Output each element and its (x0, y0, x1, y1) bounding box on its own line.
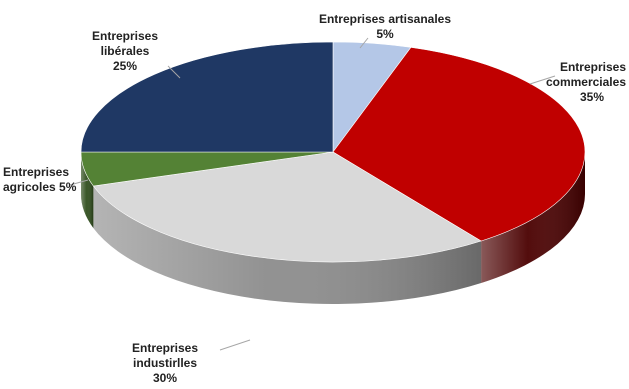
label-artisanales: Entreprises artisanales 5% (300, 12, 470, 42)
leader-line-liberales (167, 65, 181, 79)
label-commerciales-pct: 35% (579, 90, 604, 104)
label-liberales: Entreprises libérales 25% (75, 29, 175, 74)
label-artisanales-pct: 5% (376, 27, 394, 41)
pie-slice-commerciales (332, 47, 586, 242)
label-agricoles-line2: agricoles 5% (3, 180, 98, 195)
pie-side-commerciales-shade (481, 152, 585, 283)
label-commerciales: Entreprises commerciales 35% (520, 60, 626, 105)
label-industrielles-name1: Entreprises (131, 341, 199, 355)
pie-slice-liberales (80, 41, 334, 153)
label-industrielles-pct: 30% (152, 371, 178, 385)
pie-top-faces (80, 41, 586, 263)
label-commerciales-name1: Entreprises (559, 60, 626, 74)
label-agricoles-pct: 5% (59, 180, 77, 194)
pie-side-agricoles-shade (81, 152, 94, 228)
label-agricoles-name2: agricoles (3, 180, 56, 194)
leader-lines (69, 37, 556, 351)
label-commerciales-name2: commerciales (545, 75, 626, 89)
leader-line-industrielles (219, 339, 251, 351)
pie-slice-industrielles (92, 151, 482, 263)
label-industrielles: Entreprises industirlles 30% (115, 341, 215, 386)
label-liberales-name2: libérales (100, 44, 150, 58)
label-liberales-name1: Entreprises (91, 29, 159, 43)
pie-side-walls (81, 152, 585, 304)
leader-line-artisanales (359, 37, 369, 49)
leader-line-commerciales (529, 75, 556, 85)
pie-side-industrielles-shade (93, 185, 482, 304)
label-agricoles: Entreprises agricoles 5% (3, 165, 98, 195)
label-liberales-pct: 25% (112, 59, 138, 73)
leader-line-agricoles (69, 179, 89, 186)
label-agricoles-name1: Entreprises (3, 165, 70, 179)
label-industrielles-name2: industirlles (132, 356, 197, 370)
label-artisanales-name: Entreprises artisanales (318, 12, 452, 26)
